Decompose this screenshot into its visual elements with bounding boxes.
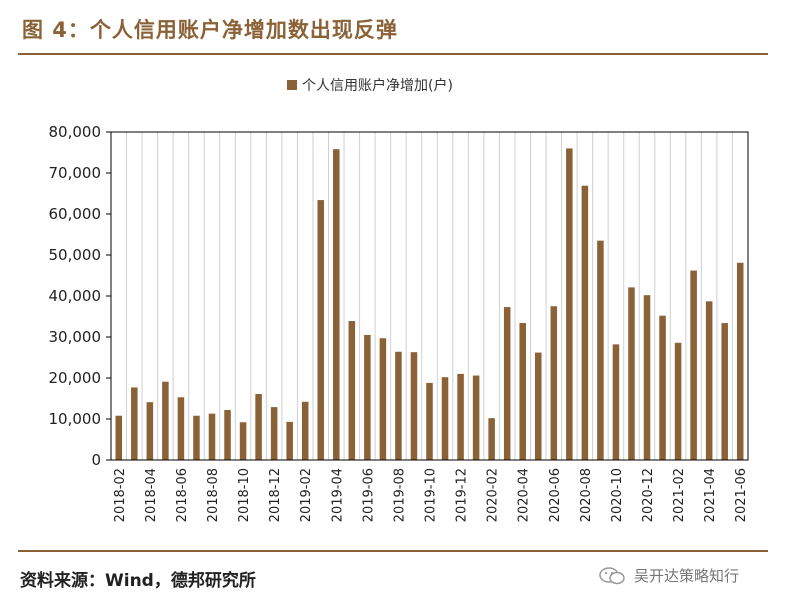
bar-2018-07 — [193, 415, 200, 460]
bar-2020-03 — [503, 307, 511, 460]
bar-2018-02 — [115, 415, 123, 460]
x-tick-label: 2018-10 — [237, 468, 252, 522]
bar-2020-05 — [534, 352, 542, 460]
bar-2019-04 — [333, 149, 340, 460]
x-tick-label: 2020-04 — [517, 468, 532, 522]
bar-2018-04 — [146, 402, 154, 460]
x-tick-label: 2018-08 — [206, 468, 221, 522]
watermark-text: 吴开达策略知行 — [634, 567, 740, 585]
x-tick-label: 2021-04 — [703, 468, 718, 522]
bar-2020-10 — [612, 344, 620, 460]
bar-2018-03 — [131, 387, 138, 460]
bar-2020-09 — [597, 240, 604, 460]
x-tick-label: 2021-06 — [734, 468, 749, 522]
y-tick-label: 70,000 — [49, 164, 102, 182]
bar-2019-11 — [441, 377, 449, 460]
bar-2019-02 — [301, 401, 309, 460]
bar-2021-02 — [674, 342, 682, 460]
bar-2020-01 — [472, 375, 480, 460]
y-tick-label: 0 — [91, 451, 101, 469]
x-tick-label: 2020-06 — [548, 468, 563, 522]
legend: 个人信用账户净增加(户) — [287, 77, 453, 94]
bar-2019-09 — [410, 352, 418, 460]
legend-label: 个人信用账户净增加(户) — [302, 77, 453, 94]
bar-chart: 个人信用账户净增加(户) 0 10,000 20,000 30,000 40,000 50… — [49, 77, 750, 522]
y-tick-label: 20,000 — [49, 369, 102, 387]
bar-2019-06 — [364, 334, 371, 460]
bar-2020-02 — [488, 418, 495, 460]
x-tick-label: 2019-12 — [455, 468, 470, 522]
bar-2018-09 — [224, 409, 231, 460]
bar-2019-12 — [457, 373, 464, 460]
source-note: 资料来源：Wind，德邦研究所 — [20, 571, 256, 591]
x-tick-label: 2018-04 — [144, 468, 159, 522]
bar-2020-06 — [550, 306, 558, 460]
bar-2019-07 — [379, 338, 387, 460]
x-tick-label: 2019-10 — [424, 468, 439, 522]
bar-2019-08 — [395, 351, 402, 460]
x-tick-label: 2019-02 — [299, 468, 314, 522]
x-tick-label: 2018-02 — [113, 468, 128, 522]
bar-2021-05 — [721, 323, 728, 460]
bar-2018-12 — [270, 407, 278, 460]
bar-2019-05 — [348, 321, 356, 460]
figure-title: 图 4：个人信用账户净增加数出现反弹 — [22, 18, 398, 42]
plot-frame — [110, 131, 749, 461]
bar-2019-01 — [286, 421, 293, 460]
y-tick-label: 10,000 — [49, 410, 102, 428]
x-tick-label: 2020-08 — [579, 468, 594, 522]
bar-2020-11 — [628, 287, 635, 460]
x-tick-label: 2018-12 — [268, 468, 283, 522]
x-tick-label: 2019-04 — [330, 468, 345, 522]
bar-2020-07 — [566, 148, 573, 460]
x-tick-label: 2021-02 — [672, 468, 687, 522]
bar-2019-10 — [426, 382, 433, 460]
bar-2019-03 — [317, 200, 325, 460]
bar-2021-06 — [736, 262, 744, 460]
source-divider — [18, 550, 768, 552]
y-tick-label: 40,000 — [49, 287, 102, 305]
watermark: 吴开达策略知行 — [598, 565, 739, 586]
x-tick-label: 2020-02 — [486, 468, 501, 522]
y-tick-label: 80,000 — [49, 123, 102, 141]
bar-2021-01 — [659, 315, 666, 460]
title-divider — [18, 53, 768, 55]
x-tick-label: 2018-06 — [175, 468, 190, 522]
y-tick-label: 50,000 — [49, 246, 102, 264]
bar-2020-12 — [643, 295, 651, 460]
wechat-icon — [599, 566, 625, 584]
bar-2018-08 — [208, 413, 216, 460]
bar-2020-08 — [581, 185, 589, 460]
bar-2021-03 — [690, 270, 697, 460]
x-tick-label: 2019-08 — [392, 468, 407, 522]
bar-2018-10 — [239, 422, 247, 460]
bar-2018-11 — [255, 393, 262, 460]
bar-2018-06 — [177, 397, 185, 460]
x-tick-label: 2019-06 — [361, 468, 376, 522]
x-tick-label: 2020-10 — [610, 468, 625, 522]
y-tick-label: 30,000 — [49, 328, 102, 346]
legend-swatch — [287, 80, 297, 90]
x-tick-label: 2020-12 — [641, 468, 656, 522]
bar-2018-05 — [162, 381, 169, 460]
y-tick-label: 60,000 — [49, 205, 102, 223]
bar-2020-04 — [519, 323, 526, 460]
bar-2021-04 — [705, 301, 713, 460]
